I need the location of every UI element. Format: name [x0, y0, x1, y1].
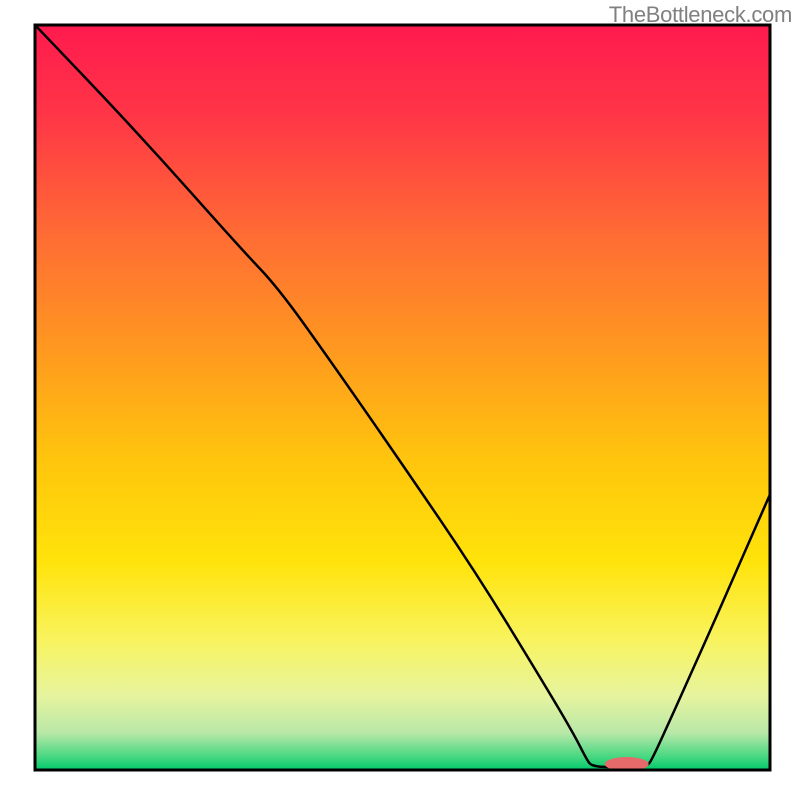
- gradient-background: [35, 25, 770, 770]
- bottleneck-chart: [0, 0, 800, 800]
- chart-stage: TheBottleneck.com: [0, 0, 800, 800]
- watermark-text: TheBottleneck.com: [609, 2, 792, 28]
